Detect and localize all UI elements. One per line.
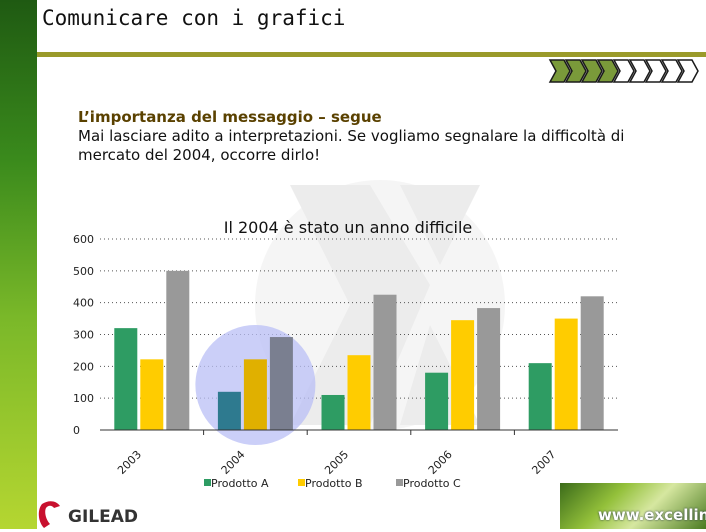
bar-prodotto-c-2005 [373, 294, 397, 430]
x-tick-label: 2007 [529, 448, 558, 477]
y-tick-label: 600 [73, 233, 94, 246]
legend-label: Prodotto A [211, 477, 269, 490]
y-tick-label: 200 [73, 360, 94, 373]
x-tick-label: 2005 [322, 448, 351, 477]
bar-prodotto-a-2007 [528, 363, 552, 430]
legend-label: Prodotto B [305, 477, 363, 490]
y-tick-label: 300 [73, 329, 94, 342]
bar-prodotto-c-2006 [477, 308, 501, 430]
y-tick-label: 400 [73, 297, 94, 310]
footer-photo [560, 483, 706, 529]
y-tick-label: 0 [73, 424, 80, 437]
legend-swatch [298, 479, 305, 486]
body-line-2: mercato del 2004, occorre dirlo! [78, 146, 321, 164]
title-rule [37, 52, 706, 57]
bar-prodotto-a-2003 [114, 328, 138, 430]
bar-prodotto-a-2005 [321, 394, 345, 430]
x-tick-label: 2003 [115, 448, 144, 477]
bar-prodotto-a-2006 [425, 372, 449, 430]
bar-prodotto-c-2007 [580, 296, 604, 430]
chevron-decoration [548, 58, 706, 84]
legend-label: Prodotto C [403, 477, 461, 490]
bar-prodotto-c-2004 [269, 337, 293, 430]
bar-prodotto-b-2004 [243, 359, 267, 430]
bar-prodotto-b-2005 [347, 355, 371, 430]
x-tick-label: 2004 [219, 448, 248, 477]
slide-subtitle: L’importanza del messaggio – segue [78, 108, 382, 126]
gilead-logo-text: GILEAD [68, 507, 138, 527]
gilead-logo: GILEAD [38, 501, 138, 528]
bar-prodotto-b-2007 [554, 318, 578, 430]
y-tick-label: 500 [73, 265, 94, 278]
y-tick-label: 100 [73, 392, 94, 405]
slide-title: Comunicare con i grafici [42, 6, 346, 30]
slide-body: L’importanza del messaggio – segue Mai l… [78, 108, 698, 165]
legend-swatch [204, 479, 211, 486]
footer-url: www.excelling.it [598, 506, 706, 524]
left-accent-bar [0, 0, 37, 529]
x-tick-label: 2006 [426, 448, 455, 477]
body-line-1: Mai lasciare adito a interpretazioni. Se… [78, 127, 625, 145]
legend-swatch [396, 479, 403, 486]
bar-prodotto-b-2006 [451, 320, 475, 430]
bar-prodotto-c-2003 [166, 270, 190, 430]
gilead-logo-icon [38, 501, 60, 528]
chart-title: Il 2004 è stato un anno difficile [224, 218, 472, 237]
bar-prodotto-b-2003 [140, 359, 164, 430]
bar-prodotto-a-2004 [217, 391, 241, 430]
